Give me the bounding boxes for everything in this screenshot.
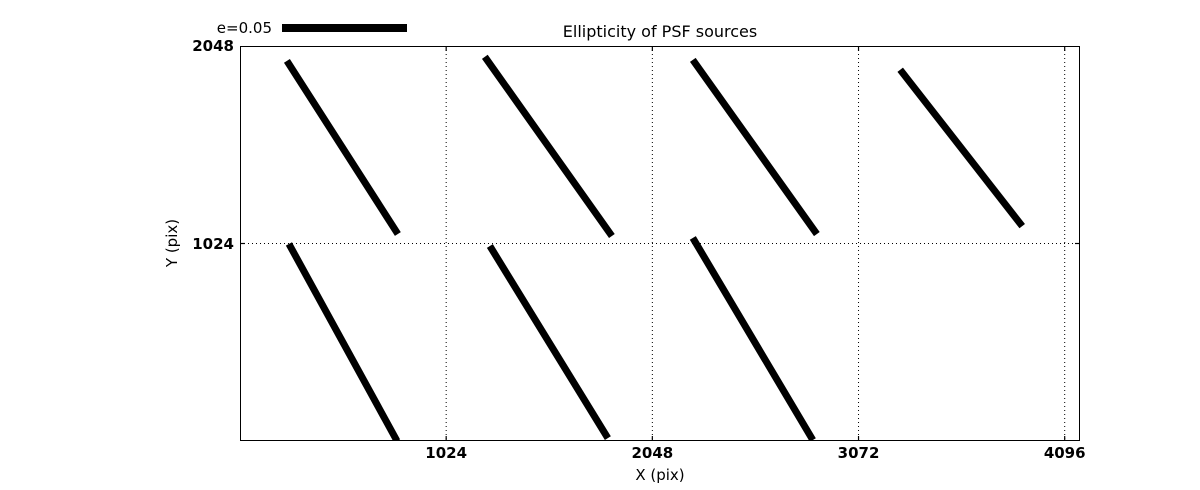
psf-ellipticity-whisker: [283, 58, 401, 236]
psf-ellipticity-whisker: [285, 242, 401, 441]
psf-ellipticity-whisker: [897, 67, 1025, 229]
axes-frame: [240, 46, 1080, 441]
psf-ellipticity-whisker: [481, 54, 615, 239]
psf-ellipticity-whisker: [689, 57, 820, 237]
x-tick-label: 4096: [1043, 444, 1086, 462]
psf-ellipticity-whisker: [486, 244, 611, 440]
plot-area: [240, 46, 1080, 441]
chart-title: Ellipticity of PSF sources: [562, 22, 758, 41]
legend-label: e=0.05: [216, 19, 272, 37]
x-tick-label: 1024: [425, 444, 468, 462]
x-axis-label: X (pix): [635, 466, 685, 484]
legend-ellipticity-scale-bar: [282, 24, 407, 32]
plot-canvas: [240, 46, 1080, 441]
y-tick-label: 2048: [192, 37, 234, 55]
x-tick-label: 2048: [631, 444, 674, 462]
psf-ellipticity-whisker: [689, 236, 816, 441]
y-tick-label: 1024: [192, 234, 234, 253]
x-tick-label: 3072: [837, 444, 880, 462]
